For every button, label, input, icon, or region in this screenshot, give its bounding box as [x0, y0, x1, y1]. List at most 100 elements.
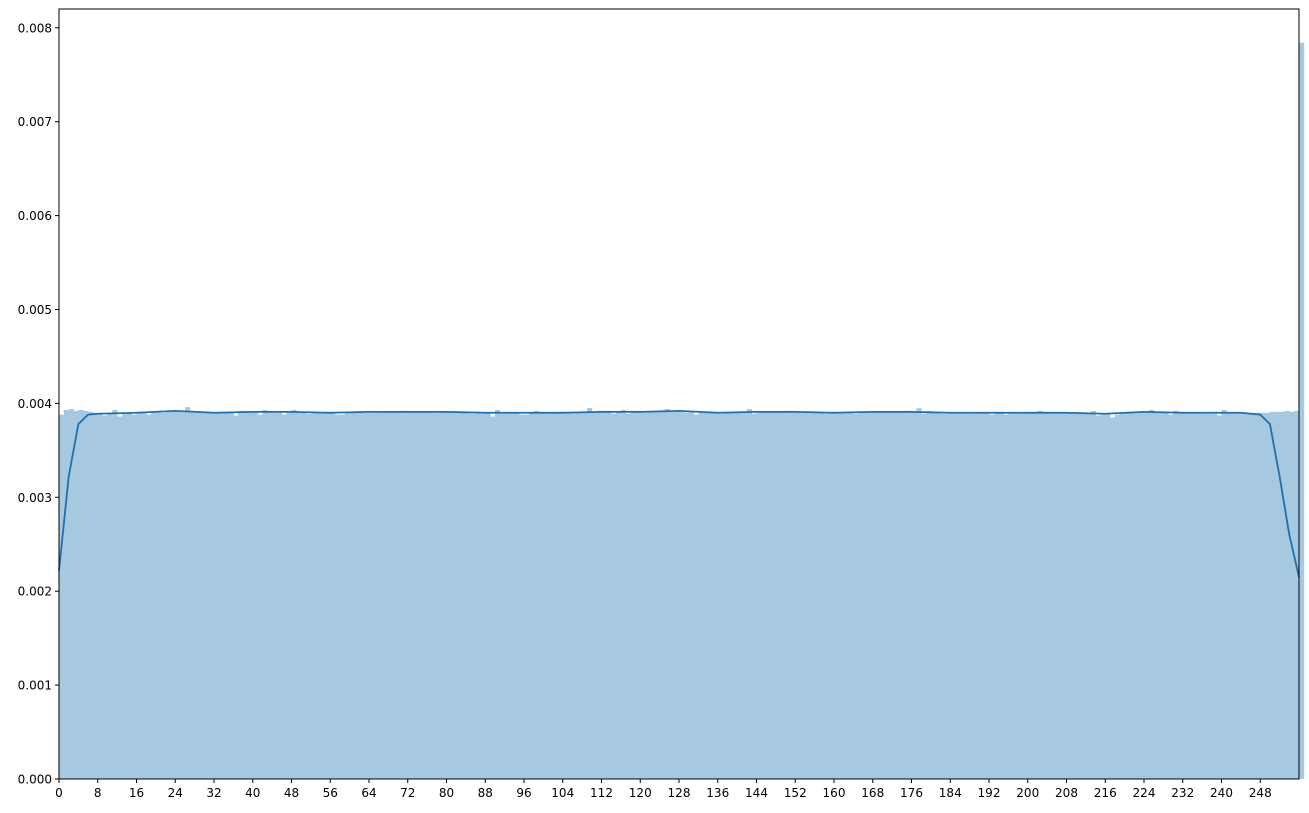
histogram-bar: [155, 411, 162, 779]
kde-line: [58, 410, 1300, 578]
histogram-bar: [151, 411, 157, 779]
histogram-bar: [393, 411, 399, 779]
histogram-bar: [1250, 412, 1256, 779]
histogram-bar: [708, 412, 714, 779]
histogram-bar: [485, 412, 491, 779]
histogram-bar: [630, 410, 636, 779]
histogram-bar: [136, 411, 142, 779]
x-tick-label: 24: [168, 786, 183, 800]
histogram-bar: [1032, 411, 1038, 779]
histogram-bar: [364, 412, 370, 779]
histogram-bar: [964, 413, 970, 779]
histogram-bar: [189, 410, 195, 779]
histogram-bar: [543, 412, 549, 779]
histogram-bar: [427, 411, 433, 779]
histogram-bar: [194, 411, 200, 779]
histogram-bar: [330, 411, 336, 779]
histogram-bar: [214, 412, 220, 779]
histogram-bar: [296, 411, 302, 779]
histogram-bar: [998, 412, 1004, 779]
histogram-bar: [349, 412, 355, 779]
histogram-bar: [838, 412, 845, 779]
histogram-bar: [78, 409, 84, 779]
histogram-bar: [848, 411, 854, 779]
histogram-bar: [843, 411, 849, 779]
histogram-bar: [475, 411, 481, 779]
histogram-bar: [528, 412, 535, 779]
histogram-bar: [800, 411, 806, 779]
histogram-bar: [804, 412, 811, 779]
x-tick-label: 72: [400, 786, 415, 800]
histogram-bar: [112, 409, 118, 779]
histogram-bar: [276, 411, 283, 779]
histogram-bar: [775, 411, 782, 779]
histogram-bar: [514, 412, 520, 779]
histogram-bar: [1013, 412, 1019, 779]
histogram-bar: [930, 412, 937, 779]
histogram-bar: [63, 409, 70, 779]
histogram-bar: [1018, 413, 1024, 779]
y-tick-label: 0.008: [18, 21, 52, 35]
histogram-bars: [59, 42, 1305, 780]
histogram-bar: [126, 412, 132, 779]
histogram-bar: [572, 411, 578, 779]
x-tick-label: 16: [129, 786, 144, 800]
histogram-bar: [524, 414, 530, 779]
histogram-bar: [412, 411, 418, 779]
histogram-bar: [616, 410, 622, 779]
histogram-bar: [1202, 413, 1208, 779]
histogram-bar: [1226, 412, 1232, 779]
histogram-bar: [509, 412, 515, 779]
histogram-bar: [834, 411, 840, 779]
histogram-bar: [281, 414, 287, 779]
histogram-bar: [107, 412, 113, 779]
histogram-bar: [1163, 412, 1169, 779]
histogram-bar: [490, 416, 496, 779]
histogram-bar: [1206, 413, 1213, 779]
histogram-bar: [1245, 412, 1251, 779]
histogram-bar: [712, 411, 719, 779]
histogram-bar: [291, 409, 297, 779]
histogram-bar: [1177, 412, 1184, 779]
histogram-bar: [97, 414, 103, 779]
y-tick-label: 0.001: [18, 679, 52, 693]
histogram-bar: [916, 408, 922, 779]
histogram-bar: [669, 410, 675, 779]
x-tick-label: 88: [478, 786, 493, 800]
histogram-bar: [1090, 410, 1096, 779]
histogram-bar: [1129, 411, 1135, 779]
histogram-bar: [1037, 410, 1043, 779]
histogram-bar: [935, 412, 941, 779]
histogram-bar: [553, 412, 559, 779]
histogram-bar: [896, 411, 903, 779]
x-tick-label: 168: [861, 786, 884, 800]
histogram-bar: [402, 410, 409, 779]
histogram-bar: [867, 411, 874, 779]
histogram-bar: [223, 412, 229, 779]
histogram-bar: [59, 414, 65, 779]
histogram-bar: [548, 412, 554, 779]
histogram-bar: [858, 411, 864, 779]
histogram-bar: [131, 414, 137, 779]
histogram-bar: [383, 411, 389, 779]
x-tick-label: 184: [939, 786, 962, 800]
histogram-bar: [679, 411, 685, 779]
histogram-bar: [761, 411, 767, 779]
histogram-bar: [146, 414, 152, 779]
histogram-bar: [693, 414, 699, 779]
histogram-bar: [557, 411, 564, 779]
histogram-bar: [620, 409, 627, 779]
histogram-bar: [422, 411, 428, 779]
histogram-bar: [969, 413, 975, 779]
histogram-bar: [141, 411, 147, 779]
histogram-bar: [611, 413, 617, 779]
x-tick-label: 56: [323, 786, 338, 800]
x-tick-label: 160: [823, 786, 846, 800]
histogram-bar: [461, 412, 467, 779]
x-tick-label: 144: [745, 786, 768, 800]
histogram-bar: [1231, 412, 1237, 779]
histogram-bar: [480, 413, 486, 779]
x-tick-label: 40: [245, 786, 260, 800]
histogram-bar: [562, 411, 568, 779]
